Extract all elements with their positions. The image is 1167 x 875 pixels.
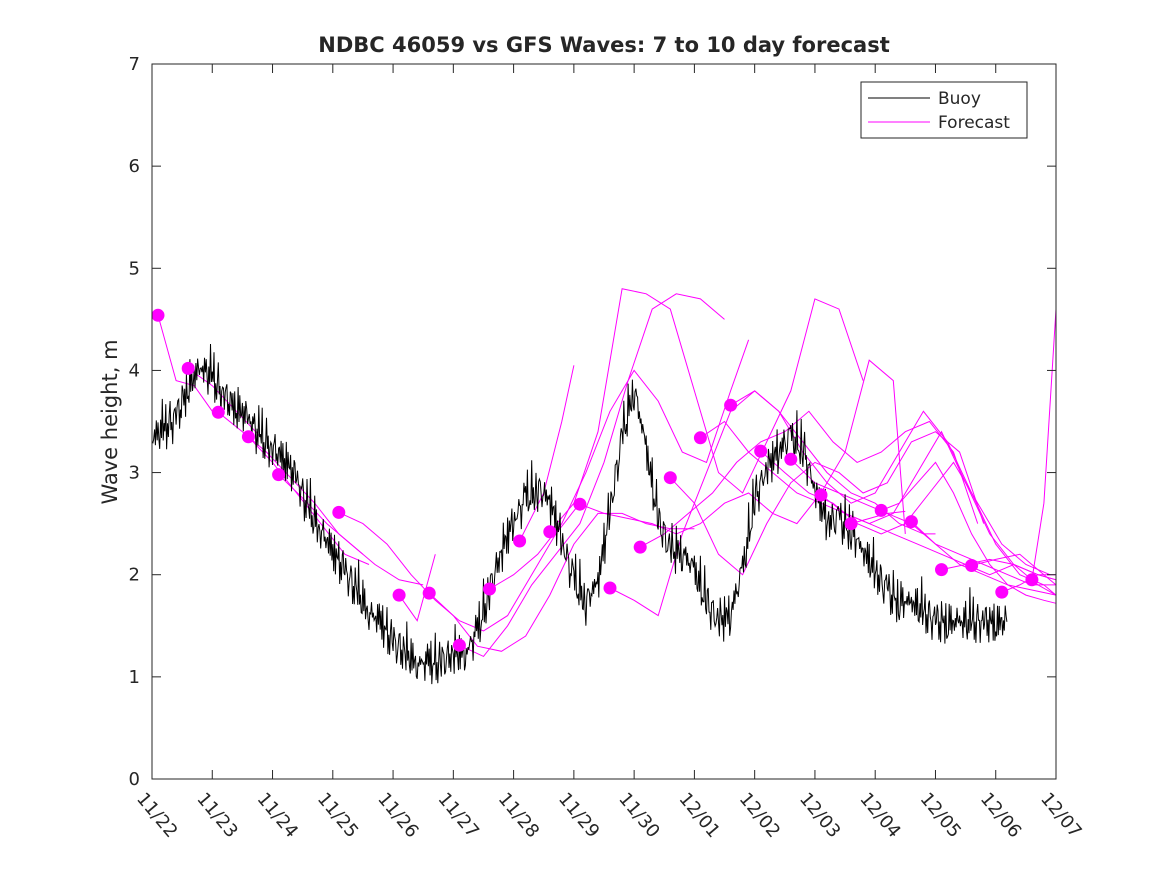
forecast-start-point xyxy=(181,361,195,375)
forecast-start-point xyxy=(904,515,918,529)
buoy-line xyxy=(151,343,1008,685)
forecast-line xyxy=(549,288,864,533)
forecast-line xyxy=(278,474,424,586)
forecast-markers-group xyxy=(151,308,1039,652)
legend-forecast-label: Forecast xyxy=(938,113,1010,133)
forecast-start-point xyxy=(693,431,707,445)
forecast-line xyxy=(519,365,575,542)
forecast-start-point xyxy=(784,452,798,466)
y-axis-label: Wave height, m xyxy=(98,339,122,504)
forecast-start-point xyxy=(452,638,466,652)
y-tick-label: 2 xyxy=(129,565,140,586)
forecast-start-point xyxy=(995,585,1009,599)
forecast-start-point xyxy=(965,559,979,572)
forecast-line xyxy=(459,293,725,658)
forecast-start-point xyxy=(513,534,527,548)
forecast-start-point xyxy=(724,398,738,412)
y-tick-label: 3 xyxy=(129,463,140,484)
y-tick-label: 0 xyxy=(129,769,140,790)
forecast-line xyxy=(1031,309,1057,580)
forecast-start-point xyxy=(844,517,858,531)
y-tick-label: 7 xyxy=(129,54,140,75)
forecast-line xyxy=(157,315,213,412)
forecast-start-point xyxy=(633,540,647,554)
forecast-start-point xyxy=(935,563,948,577)
forecast-start-point xyxy=(663,471,677,485)
forecast-line xyxy=(941,558,1057,581)
forecast-start-point xyxy=(211,405,225,419)
buoy-series-group xyxy=(151,343,1008,685)
forecast-line xyxy=(700,420,1057,596)
forecast-line xyxy=(338,502,581,632)
chart-title: NDBC 46059 vs GFS Waves: 7 to 10 day for… xyxy=(318,33,889,57)
forecast-line xyxy=(971,553,1057,586)
forecast-start-point xyxy=(332,505,346,519)
forecast-line xyxy=(579,359,906,535)
plot-area xyxy=(152,64,1056,779)
forecast-start-point xyxy=(754,444,768,458)
y-tick-label: 1 xyxy=(129,667,140,688)
y-tick-label: 5 xyxy=(129,258,140,279)
forecast-start-point xyxy=(241,430,255,444)
legend-box xyxy=(860,81,1028,139)
y-tick-label: 4 xyxy=(129,360,140,381)
y-tick-label: 6 xyxy=(129,156,140,177)
forecast-start-point xyxy=(573,497,587,511)
forecast-line xyxy=(489,339,750,590)
forecast-line xyxy=(881,461,1057,604)
forecast-line xyxy=(790,458,1057,596)
forecast-start-point xyxy=(1025,573,1039,587)
legend-buoy-label: Buoy xyxy=(938,89,981,109)
forecast-start-point xyxy=(483,582,496,596)
forecast-line xyxy=(669,431,985,576)
forecast-start-point xyxy=(543,525,557,539)
forecast-start-point xyxy=(874,503,888,517)
forecast-line xyxy=(398,554,436,622)
legend: Buoy Forecast xyxy=(860,81,1028,139)
forecast-start-point xyxy=(392,588,406,602)
forecast-start-point xyxy=(422,586,436,600)
plot-frame xyxy=(151,63,1057,780)
forecast-start-point xyxy=(151,308,165,322)
forecast-start-point xyxy=(272,468,286,482)
forecast-start-point xyxy=(603,581,617,595)
forecast-start-point xyxy=(814,488,828,502)
